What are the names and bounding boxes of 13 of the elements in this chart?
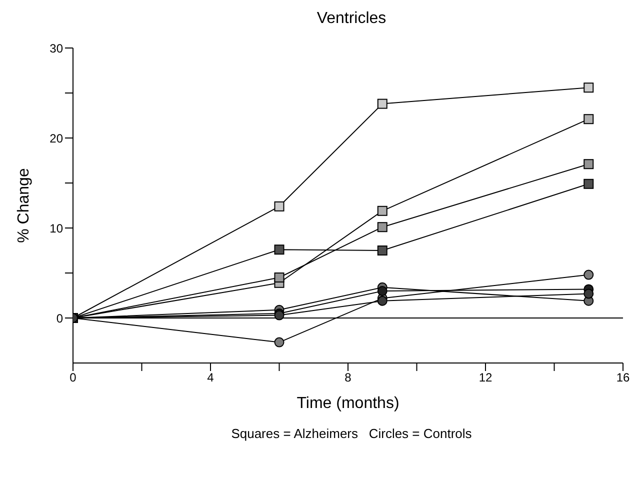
y-tick-label: 30 bbox=[50, 41, 64, 56]
text: Squares = Alzheimers Circles = Controls bbox=[230, 426, 473, 441]
x-tick-label: 8 bbox=[344, 370, 352, 385]
x-tick-label: 12 bbox=[478, 370, 492, 385]
x-tick-label: 0 bbox=[70, 370, 77, 385]
y-tick-label: 20 bbox=[50, 131, 64, 146]
y-axis-title: % Change bbox=[16, 168, 33, 243]
x-tick-label: 16 bbox=[616, 370, 630, 385]
x-tick-label: 4 bbox=[207, 370, 214, 385]
y-tick-label: 10 bbox=[50, 221, 64, 236]
x-axis-title: Time (months) bbox=[296, 395, 400, 412]
y-tick-label: 0 bbox=[56, 311, 64, 326]
chart-title: Ventricles bbox=[316, 10, 388, 28]
